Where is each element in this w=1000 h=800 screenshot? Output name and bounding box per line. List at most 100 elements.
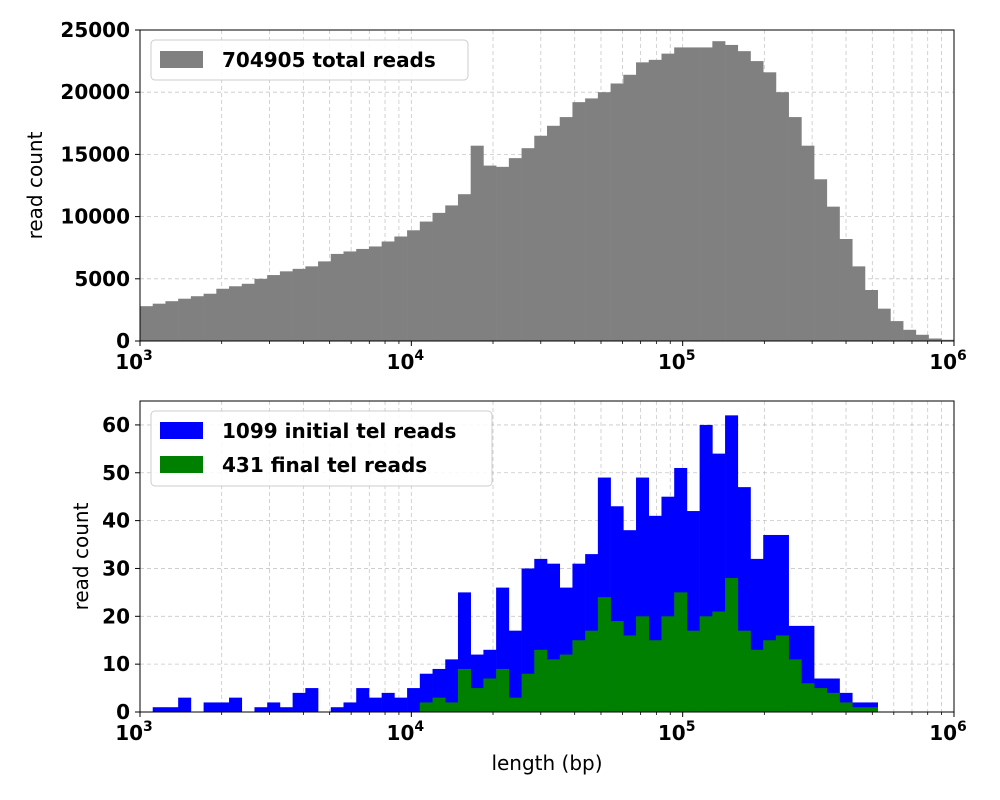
bar xyxy=(267,702,281,712)
bar xyxy=(254,707,268,712)
y-tick-label: 30 xyxy=(102,556,130,580)
x-tick-label: 103 xyxy=(115,348,153,374)
legend-swatch xyxy=(160,51,203,68)
legend-box xyxy=(150,39,469,81)
bar xyxy=(508,630,522,712)
bar xyxy=(368,246,382,341)
bar xyxy=(368,697,382,712)
bar xyxy=(419,221,433,341)
bar xyxy=(356,688,370,712)
bar xyxy=(178,298,192,341)
bar xyxy=(597,597,611,712)
bar xyxy=(852,707,866,712)
bar xyxy=(775,92,789,341)
bar xyxy=(343,251,357,341)
bar xyxy=(318,261,332,341)
bar xyxy=(559,117,573,341)
y-tick-label: 60 xyxy=(102,413,130,437)
bar xyxy=(648,59,662,342)
bar xyxy=(457,194,471,341)
bar xyxy=(750,649,764,712)
x-tick-label: 104 xyxy=(387,348,425,374)
top-histogram: 0 5000 10000 15000 20000 25000 103 104 105 106 rea… xyxy=(23,18,967,374)
bar xyxy=(674,592,688,712)
bar xyxy=(203,293,217,341)
bar xyxy=(839,702,853,712)
bar xyxy=(775,635,789,712)
bar xyxy=(699,616,713,712)
y-tick-label: 15000 xyxy=(60,142,130,166)
bar xyxy=(559,654,573,712)
bar xyxy=(279,271,293,341)
bar xyxy=(254,278,268,341)
series-1 xyxy=(419,578,878,712)
legend-swatch xyxy=(160,422,203,439)
bar xyxy=(686,630,700,712)
bar xyxy=(407,688,421,712)
bar xyxy=(521,673,535,712)
bar xyxy=(394,697,408,712)
bar xyxy=(763,72,777,342)
bar xyxy=(864,707,878,712)
bar xyxy=(712,41,726,342)
bar xyxy=(674,47,688,341)
x-tick-label: 106 xyxy=(929,348,967,374)
bar xyxy=(903,329,917,341)
bar xyxy=(597,92,611,341)
legend-label: 704905 total reads xyxy=(222,48,436,72)
bar xyxy=(483,678,497,712)
bar xyxy=(572,640,586,712)
bar xyxy=(788,117,802,341)
bar xyxy=(534,135,548,341)
bar xyxy=(814,179,828,341)
x-tick-label: 105 xyxy=(658,348,696,374)
bar xyxy=(241,283,255,341)
bar xyxy=(229,697,243,712)
bar xyxy=(508,697,522,712)
y-tick-label: 5000 xyxy=(74,267,130,291)
bar xyxy=(686,47,700,341)
bar xyxy=(470,145,484,341)
legend-swatch xyxy=(160,456,203,473)
bar xyxy=(216,702,230,712)
y-tick-label: 50 xyxy=(102,461,130,485)
x-tick-label: 106 xyxy=(929,719,967,745)
bar xyxy=(623,74,637,341)
bar xyxy=(636,616,650,712)
bar xyxy=(648,640,662,712)
bar xyxy=(178,697,192,712)
bar xyxy=(814,688,828,712)
bar xyxy=(457,668,471,712)
bar xyxy=(610,83,624,341)
legend: 704905 total reads xyxy=(150,39,469,81)
bar xyxy=(165,707,179,712)
bar xyxy=(941,339,955,341)
bar xyxy=(140,306,154,341)
bar xyxy=(737,51,751,341)
bar xyxy=(496,668,510,712)
bar xyxy=(585,630,599,712)
x-tick-label: 103 xyxy=(115,719,153,745)
bar xyxy=(470,688,484,712)
axes-frame xyxy=(139,29,955,342)
bar xyxy=(636,62,650,342)
series-0 xyxy=(140,41,955,342)
bar xyxy=(203,702,217,712)
bar xyxy=(852,266,866,341)
bar xyxy=(432,697,446,712)
bar xyxy=(661,616,675,712)
bar xyxy=(267,275,281,341)
bar xyxy=(915,334,929,341)
bar xyxy=(928,338,942,341)
bar xyxy=(445,702,459,712)
bar xyxy=(712,611,726,712)
axes-frame xyxy=(139,400,955,713)
bar xyxy=(877,308,891,341)
bar xyxy=(216,288,230,341)
bar xyxy=(407,230,421,341)
bar xyxy=(826,206,840,341)
bar xyxy=(534,649,548,712)
bar xyxy=(165,301,179,341)
bar xyxy=(292,692,306,712)
